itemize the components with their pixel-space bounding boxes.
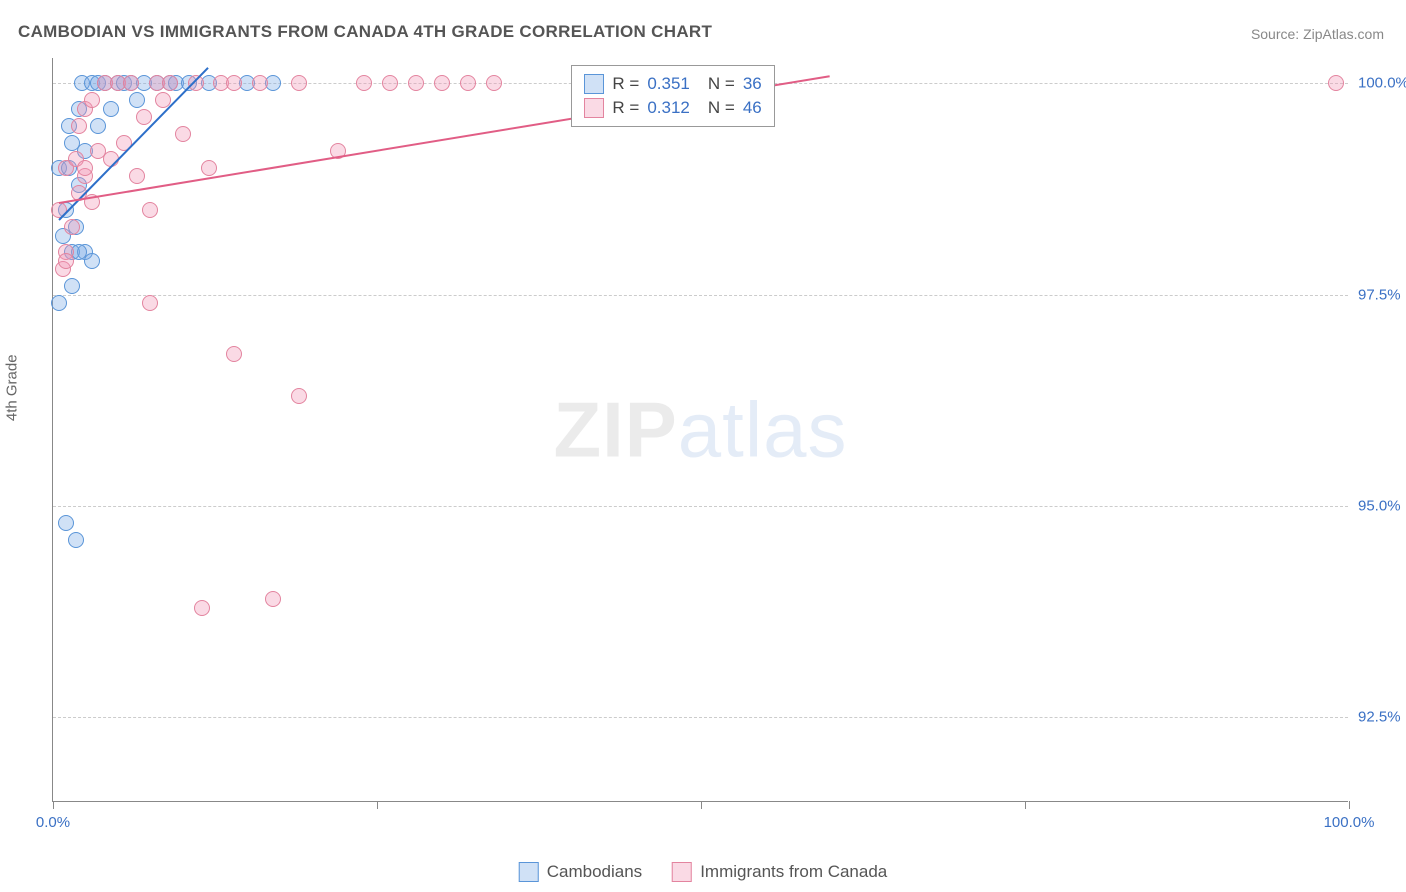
- legend-item-cambodians: Cambodians: [519, 862, 642, 882]
- scatter-point: [291, 75, 307, 91]
- stats-swatch: [584, 74, 604, 94]
- scatter-point: [129, 92, 145, 108]
- legend-label: Cambodians: [547, 862, 642, 882]
- y-tick-label: 92.5%: [1358, 709, 1401, 726]
- scatter-point: [90, 118, 106, 134]
- stats-box: R = 0.351 N = 36 R = 0.312 N = 46: [571, 65, 774, 127]
- scatter-point: [71, 118, 87, 134]
- legend-swatch: [519, 862, 539, 882]
- scatter-point: [252, 75, 268, 91]
- watermark: ZIPatlas: [553, 384, 847, 475]
- x-tick: [377, 801, 378, 809]
- scatter-point: [64, 278, 80, 294]
- gridline: [53, 295, 1348, 296]
- x-tick: [53, 801, 54, 809]
- stat-r-value: 0.351: [647, 74, 690, 94]
- chart-title: CAMBODIAN VS IMMIGRANTS FROM CANADA 4TH …: [18, 22, 712, 42]
- scatter-point: [291, 388, 307, 404]
- legend-swatch: [672, 862, 692, 882]
- correlation-chart: CAMBODIAN VS IMMIGRANTS FROM CANADA 4TH …: [0, 0, 1406, 892]
- y-tick-label: 95.0%: [1358, 498, 1401, 515]
- scatter-point: [486, 75, 502, 91]
- scatter-point: [356, 75, 372, 91]
- stat-r-value: 0.312: [647, 98, 690, 118]
- stat-n-label: N =: [708, 98, 735, 118]
- scatter-point: [1328, 75, 1344, 91]
- scatter-point: [136, 109, 152, 125]
- scatter-point: [460, 75, 476, 91]
- scatter-point: [162, 75, 178, 91]
- scatter-point: [84, 92, 100, 108]
- scatter-point: [77, 160, 93, 176]
- scatter-point: [123, 75, 139, 91]
- scatter-point: [265, 591, 281, 607]
- scatter-point: [142, 202, 158, 218]
- scatter-point: [434, 75, 450, 91]
- legend-item-canada: Immigrants from Canada: [672, 862, 887, 882]
- x-tick: [1349, 801, 1350, 809]
- stat-r-label: R =: [612, 98, 639, 118]
- x-tick-label: 100.0%: [1324, 814, 1375, 831]
- gridline: [53, 506, 1348, 507]
- stat-n-value: 36: [743, 74, 762, 94]
- stat-r-label: R =: [612, 74, 639, 94]
- scatter-point: [408, 75, 424, 91]
- scatter-point: [68, 532, 84, 548]
- scatter-point: [64, 219, 80, 235]
- x-tick-label: 0.0%: [36, 814, 70, 831]
- plot-area: ZIPatlas 92.5%95.0%97.5%100.0%0.0%100.0%…: [52, 58, 1348, 802]
- scatter-point: [201, 160, 217, 176]
- stats-row: R = 0.312 N = 46: [584, 96, 761, 120]
- y-tick-label: 97.5%: [1358, 286, 1401, 303]
- scatter-point: [142, 295, 158, 311]
- scatter-point: [58, 253, 74, 269]
- gridline: [53, 717, 1348, 718]
- scatter-point: [175, 126, 191, 142]
- y-tick-label: 100.0%: [1358, 75, 1406, 92]
- stat-n-label: N =: [708, 74, 735, 94]
- legend: Cambodians Immigrants from Canada: [519, 862, 888, 882]
- scatter-point: [194, 600, 210, 616]
- y-axis-label: 4th Grade: [4, 354, 21, 421]
- scatter-point: [226, 346, 242, 362]
- stats-swatch: [584, 98, 604, 118]
- scatter-point: [129, 168, 145, 184]
- stat-n-value: 46: [743, 98, 762, 118]
- scatter-point: [58, 515, 74, 531]
- legend-label: Immigrants from Canada: [700, 862, 887, 882]
- scatter-point: [226, 75, 242, 91]
- stats-row: R = 0.351 N = 36: [584, 72, 761, 96]
- source-attribution: Source: ZipAtlas.com: [1251, 26, 1384, 42]
- scatter-point: [382, 75, 398, 91]
- scatter-point: [103, 101, 119, 117]
- scatter-point: [51, 295, 67, 311]
- scatter-point: [51, 202, 67, 218]
- x-tick: [1025, 801, 1026, 809]
- x-tick: [701, 801, 702, 809]
